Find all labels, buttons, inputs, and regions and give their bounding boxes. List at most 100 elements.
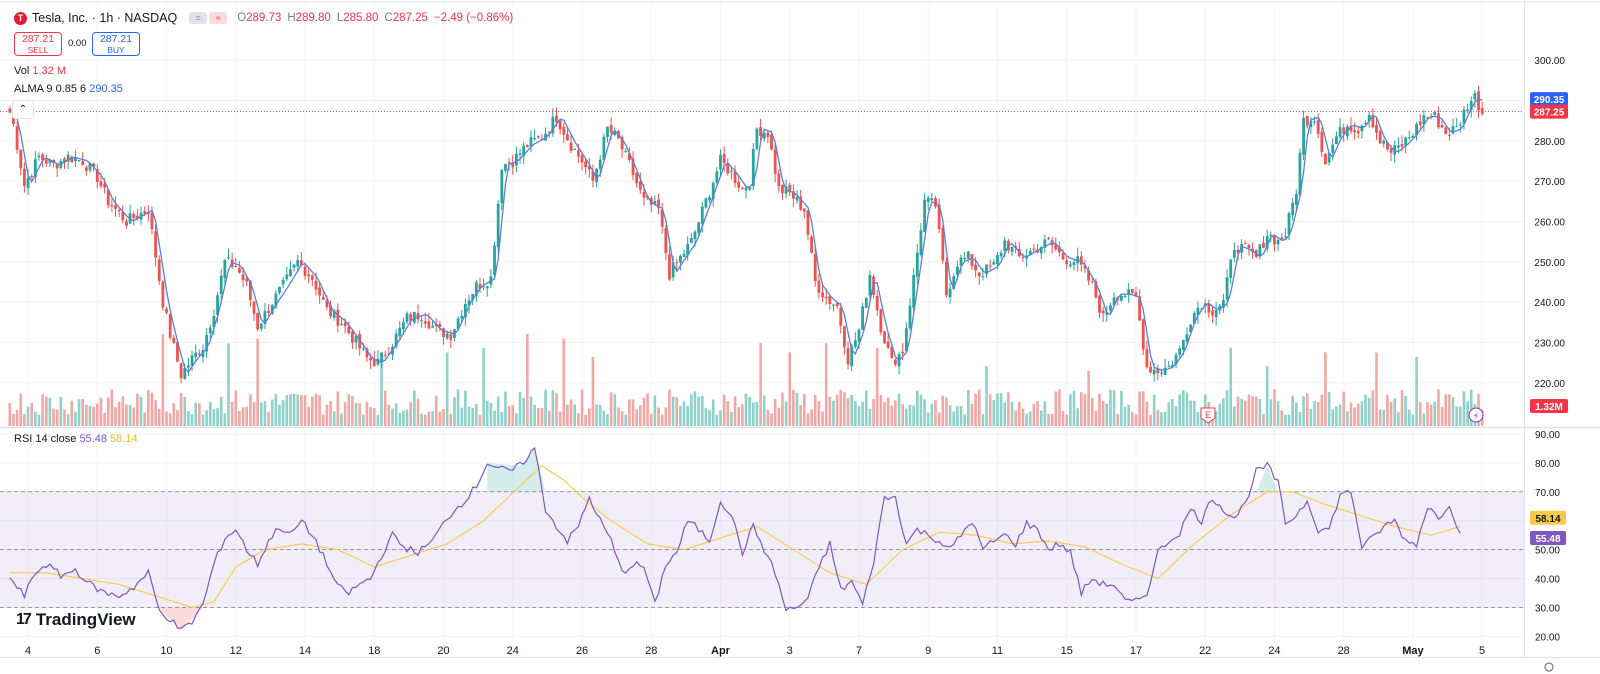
volume-bar — [1433, 401, 1437, 426]
candle-body — [1090, 281, 1094, 283]
candle-body — [613, 131, 617, 135]
candle-body — [1375, 125, 1378, 133]
volume-bar — [660, 414, 664, 426]
volume-bar — [569, 399, 573, 426]
volume-bar — [533, 404, 536, 426]
candle-body — [558, 120, 562, 130]
volume-bar — [1109, 389, 1112, 426]
volume-bar — [529, 396, 533, 426]
volume-bar — [617, 407, 620, 426]
equals-icon[interactable]: = — [189, 12, 208, 24]
volume-bar — [642, 397, 646, 426]
candle-body — [1065, 260, 1069, 265]
candle-body — [638, 181, 642, 190]
candle-body — [238, 268, 241, 273]
ohlc-open: O289.73 — [237, 12, 282, 24]
volume-bar — [1127, 404, 1130, 426]
volume-bar — [1003, 402, 1007, 426]
candle-body — [562, 126, 566, 135]
volume-bar — [245, 406, 249, 426]
candle-body — [1444, 127, 1448, 134]
approx-icon[interactable]: ≈ — [209, 12, 228, 24]
volume-bar — [1236, 396, 1240, 426]
candle-body — [926, 197, 930, 202]
x-tick-label: 3 — [787, 645, 793, 657]
ohlc-high: H289.80 — [287, 12, 331, 24]
volume-bar — [1324, 352, 1327, 426]
alma-legend[interactable]: ALMA 9 0.85 6 290.35 — [14, 83, 123, 95]
rsi-legend[interactable]: RSI 14 close 55.48 58.14 — [14, 433, 138, 445]
candle-body — [296, 259, 300, 267]
symbol-title[interactable]: Tesla, Inc. · 1h · NASDAQ — [32, 11, 178, 25]
volume-bar — [872, 398, 875, 426]
candle-body — [952, 276, 956, 289]
candle-body — [853, 340, 857, 347]
candle-body — [1251, 248, 1254, 252]
candle-body — [1236, 249, 1240, 254]
candle-body — [1342, 127, 1346, 135]
volume-bar — [551, 390, 555, 426]
candle-body — [1298, 152, 1302, 195]
candle-body — [817, 280, 821, 293]
candle-body — [653, 201, 657, 204]
volume-bar — [434, 395, 438, 426]
x-tick-label: 22 — [1199, 645, 1211, 657]
candle-body — [507, 162, 511, 164]
candle-body — [259, 323, 263, 329]
candle-body — [37, 155, 41, 158]
volume-bar — [1335, 406, 1338, 426]
candle-body — [1098, 295, 1101, 313]
candle-body — [1451, 126, 1455, 134]
candle-body — [1163, 367, 1167, 375]
x-tick-label: 5 — [1479, 645, 1485, 657]
volume-bar — [577, 413, 580, 426]
candle-body — [154, 231, 157, 258]
candle-body — [875, 295, 879, 311]
x-tick-label: 9 — [925, 645, 931, 657]
volume-bar — [956, 406, 959, 426]
volume-bar — [1422, 413, 1426, 426]
volume-bar — [679, 405, 682, 426]
volume-bar — [930, 403, 934, 426]
earnings-marker-letter: E — [1205, 410, 1211, 420]
volume-legend[interactable]: Vol 1.32 M — [14, 65, 66, 77]
volume-bar — [249, 394, 252, 426]
candle-body — [30, 175, 34, 177]
candle-body — [1160, 372, 1163, 374]
candle-body — [157, 259, 161, 281]
chart-mode-pills[interactable]: = ≈ — [189, 12, 228, 24]
volume-value-tag-bg — [1530, 399, 1568, 413]
candle-body — [1447, 134, 1451, 136]
volume-bar — [1367, 397, 1371, 426]
candle-body — [1003, 240, 1007, 251]
volume-bar — [1342, 391, 1345, 426]
candle-body — [1200, 308, 1203, 310]
alma-label: ALMA 9 0.85 6 — [14, 83, 87, 95]
tradingview-logo[interactable]: 17 TradingView — [16, 610, 136, 630]
volume-bar — [795, 392, 799, 426]
collapse-legend-button[interactable]: ⌃ — [12, 100, 34, 119]
candle-body — [660, 209, 664, 227]
candle-body — [915, 252, 919, 277]
volume-value-tag: 1.32M — [1535, 402, 1563, 413]
candle-body — [289, 269, 292, 277]
volume-bar — [653, 395, 657, 426]
volume-bar — [1240, 398, 1243, 426]
buy-button[interactable]: 287.21 BUY — [92, 32, 140, 56]
volume-bar — [620, 411, 624, 426]
candle-body — [894, 359, 897, 365]
candle-body — [868, 275, 872, 296]
candle-body — [883, 331, 886, 344]
candle-body — [409, 314, 413, 321]
candle-body — [1386, 142, 1389, 150]
last-price-tag: 287.25 — [1534, 108, 1565, 119]
volume-bar — [314, 393, 318, 426]
rsi-axis-label: 20.00 — [1535, 632, 1560, 643]
candle-body — [602, 136, 606, 161]
volume-bar — [1265, 366, 1269, 426]
candle-body — [438, 324, 442, 327]
symbol-header[interactable]: T Tesla, Inc. · 1h · NASDAQ = ≈ O289.73 H… — [14, 9, 519, 27]
sell-button[interactable]: 287.21 SELL — [14, 32, 62, 56]
candle-body — [1382, 140, 1386, 144]
